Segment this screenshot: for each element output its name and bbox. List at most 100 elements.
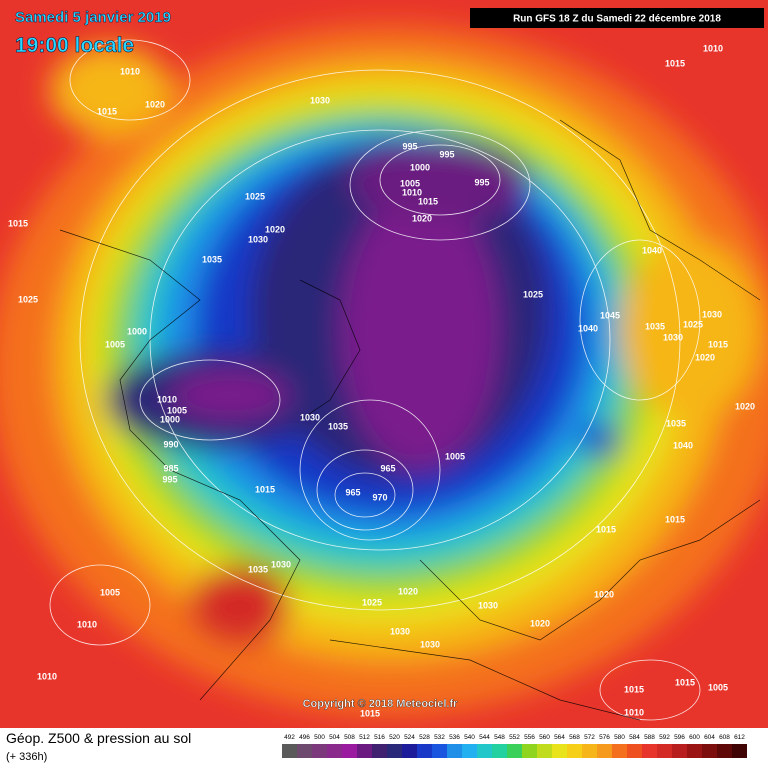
isobar-label: 1005 [445, 451, 465, 461]
isobar-label: 1020 [735, 401, 755, 411]
isobar-label: 1040 [673, 440, 693, 450]
scale-label: 544 [479, 734, 490, 741]
isobar-label: 965 [380, 463, 395, 473]
isobar-label: 1030 [271, 559, 291, 569]
scale-swatch [522, 744, 537, 758]
isobar-label: 1020 [530, 618, 550, 628]
legend-title: Géop. Z500 & pression au sol [6, 730, 191, 746]
scale-swatch [657, 744, 672, 758]
scale-swatch [462, 744, 477, 758]
scale-swatch [642, 744, 657, 758]
scale-swatch [567, 744, 582, 758]
isobar-label: 1015 [255, 484, 275, 494]
scale-swatch [342, 744, 357, 758]
time-title: 19:00 locale [15, 34, 134, 57]
isobar-label: 1000 [410, 162, 430, 172]
scale-label: 604 [704, 734, 715, 741]
isobar-label: 1005 [167, 405, 187, 415]
scale-label: 572 [584, 734, 595, 741]
isobar-label: 1030 [702, 309, 722, 319]
scale-swatch [417, 744, 432, 758]
isobar-label: 970 [372, 492, 387, 502]
scale-label: 556 [524, 734, 535, 741]
scale-label: 520 [389, 734, 400, 741]
isobar-label: 1030 [420, 639, 440, 649]
isobar-label: 1015 [596, 524, 616, 534]
scale-label: 568 [569, 734, 580, 741]
isobar-label: 995 [474, 177, 489, 187]
isobar-label: 1025 [523, 289, 543, 299]
legend-subtitle: (+ 336h) [6, 751, 47, 763]
isobar-label: 1015 [624, 684, 644, 694]
map-field [0, 0, 768, 728]
isobar-label: 1010 [624, 707, 644, 717]
isobar-label: 1030 [300, 412, 320, 422]
scale-swatch [552, 744, 567, 758]
scale-swatch [732, 744, 747, 758]
isobar-label: 1035 [202, 254, 222, 264]
isobar-label: 1020 [412, 213, 432, 223]
isobar-label: 1010 [402, 187, 422, 197]
isobar-label: 1015 [360, 708, 380, 718]
scale-label: 588 [644, 734, 655, 741]
isobar-label: 1030 [390, 626, 410, 636]
scale-swatch [492, 744, 507, 758]
isobar-label: 1030 [248, 234, 268, 244]
isobar-label: 1005 [100, 587, 120, 597]
isobar-label: 1030 [478, 600, 498, 610]
isobar-label: 1005 [105, 339, 125, 349]
scale-swatch [447, 744, 462, 758]
scale-swatch [582, 744, 597, 758]
date-title: Samedi 5 janvier 2019 [15, 9, 171, 26]
isobar-label: 1020 [594, 589, 614, 599]
isobar-label: 1035 [666, 418, 686, 428]
scale-swatch [702, 744, 717, 758]
scale-label: 516 [374, 734, 385, 741]
scale-swatch [402, 744, 417, 758]
isobar-label: 1010 [37, 671, 57, 681]
isobar-label: 1020 [398, 586, 418, 596]
isobar-label: 1015 [665, 514, 685, 524]
scale-swatch [672, 744, 687, 758]
coastlines [59, 119, 761, 721]
scale-swatch [357, 744, 372, 758]
scale-label: 564 [554, 734, 565, 741]
isobar-label: 1035 [248, 564, 268, 574]
isobar-label: 995 [162, 474, 177, 484]
scale-label: 504 [329, 734, 340, 741]
isobar-label: 1015 [8, 218, 28, 228]
scale-swatch [372, 744, 387, 758]
isobar-label: 990 [163, 439, 178, 449]
scale-swatch [597, 744, 612, 758]
scale-swatch [312, 744, 327, 758]
scale-label: 496 [299, 734, 310, 741]
scale-label: 500 [314, 734, 325, 741]
scale-label: 580 [614, 734, 625, 741]
isobar-label: 1015 [97, 106, 117, 116]
isobar-label: 1035 [645, 321, 665, 331]
isobar-label: 1045 [600, 310, 620, 320]
scale-label: 548 [494, 734, 505, 741]
copyright: Copyright © 2018 Meteociel.fr [303, 698, 459, 710]
scale-label: 608 [719, 734, 730, 741]
scale-swatch [627, 744, 642, 758]
isobar-label: 1025 [362, 597, 382, 607]
scale-swatch [327, 744, 342, 758]
scale-swatch [297, 744, 312, 758]
scale-swatch [477, 744, 492, 758]
isobar-label: 1015 [418, 196, 438, 206]
scale-swatch [282, 744, 297, 758]
isobar-label: 1000 [160, 414, 180, 424]
isobar-label: 1025 [245, 191, 265, 201]
scale-swatch [432, 744, 447, 758]
isobar-label: 1040 [578, 323, 598, 333]
isobar-label: 1000 [127, 326, 147, 336]
isobar-label: 1025 [18, 294, 38, 304]
scale-swatch [612, 744, 627, 758]
scale-label: 492 [284, 734, 295, 741]
isobar-label: 985 [163, 463, 178, 473]
scale-label: 540 [464, 734, 475, 741]
isobar-label: 1010 [77, 619, 97, 629]
scale-label: 576 [599, 734, 610, 741]
